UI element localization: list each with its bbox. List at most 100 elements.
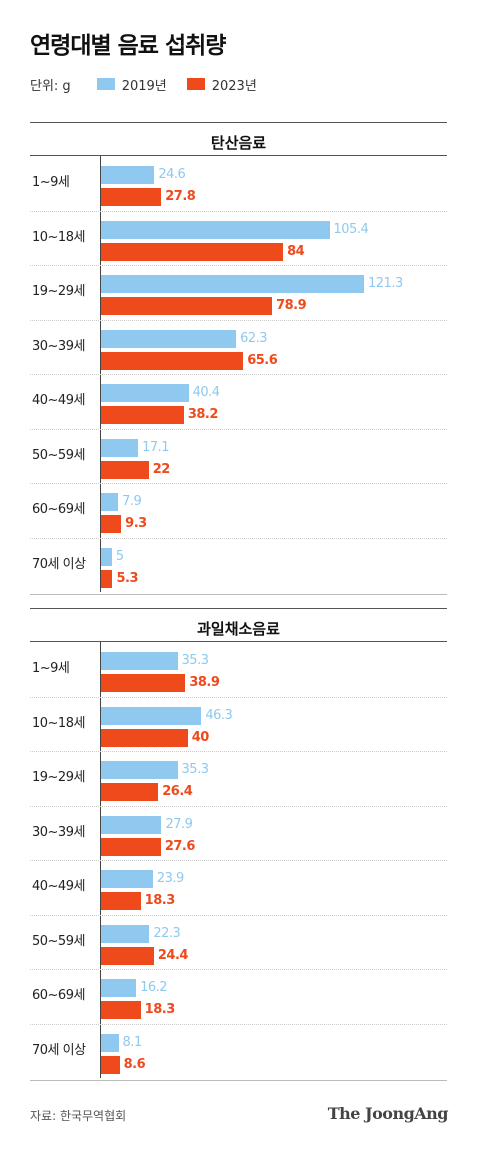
source-note: 자료: 한국무역협회 [30,1109,127,1123]
panel-2-bar-2023 [101,892,141,910]
panel-1-value-label-2023: 65.6 [247,352,278,368]
panel-2-category-label: 60~69세 [32,988,85,1003]
panel-1-value-label-2023: 78.9 [276,298,307,313]
panel-1-bar-2023 [101,351,244,370]
panel-1-bar-2023 [101,297,273,315]
panel-1-value-label-2019: 7.9 [122,494,142,509]
panel-1-value-label-2019: 17.1 [142,439,170,455]
panel-1-category-label: 19~29세 [32,284,85,299]
panel-2-bar-2023 [101,674,186,692]
panel-1-bar-2019 [101,384,189,402]
panel-2-value-label-2019: 35.3 [181,762,209,777]
panel-2-bar-2019 [101,815,162,834]
legend-label-2019: 2019년 [121,78,167,94]
panel-2-value-label-2019: 23.9 [156,871,184,886]
panel-1-value-label-2019: 121.3 [368,276,403,291]
panel-1-bar-2019 [101,493,119,511]
legend-item-2019: 2019년 [96,75,167,94]
panel-1-value-label-2019: 62.3 [240,330,268,346]
legend: 단위: g 2019년 2023년 [30,74,277,94]
panel-1-value-label-2019: 40.4 [192,385,220,400]
panel-2-bar-2019 [101,924,150,943]
panel-1-category-label: 1~9세 [32,175,70,190]
panel-1-row-separator [30,483,447,484]
panel-1-row-separator [30,319,447,321]
panel-2-row-separator [30,914,447,916]
panel-2-value-label-2019: 35.3 [181,653,209,668]
legend-swatch-2019 [96,78,115,90]
panel-2-value-label-2023: 38.9 [189,675,220,690]
panel-2-value-label-2023: 18.3 [144,893,176,908]
panel-1-value-label-2023: 5.3 [116,570,139,586]
legend-swatch-2023 [186,78,205,90]
panel-2-bar-2019 [101,870,153,888]
panel-1-category-label: 50~59세 [32,447,85,463]
panel-2-bar-2023 [101,1001,141,1019]
panel-2-row-separator [30,696,447,698]
panel-1-bar-2023 [101,460,149,479]
brand-logo: The JoongAng [327,1104,449,1123]
panel-2-bottom-rule [30,1080,447,1081]
panel-1-value-label-2023: 22 [152,461,171,477]
chart-title: 연령대별 음료 섭취량 [30,33,226,59]
panel-2-value-label-2023: 27.6 [164,838,196,854]
panel-2-value-label-2019: 22.3 [153,925,181,941]
panel-2-bar-2023 [101,837,161,856]
panel-2-category-label: 10~18세 [32,715,85,731]
legend-label-2023: 2023년 [211,78,257,94]
panel-2-category-label: 30~39세 [32,824,85,840]
panel-1-value-label-2019: 105.4 [333,221,369,237]
panel-2-category-label: 40~49세 [32,879,85,894]
panel-1-category-label: 40~49세 [32,393,85,408]
panel-2-category-label: 50~59세 [32,933,85,949]
panel-2-category-label: 70세 이상 [32,1042,86,1058]
panel-2-bar-2019 [101,706,202,725]
panel-1-value-label-2019: 24.6 [158,167,186,182]
panel-1-value-label-2023: 84 [287,243,305,259]
panel-1-bottom-rule [30,594,447,595]
panel-1-top-rule [30,122,447,123]
panel-2-bar-2023 [101,946,154,965]
panel-2-bar-2019 [101,761,178,779]
panel-1-title-rule [30,155,447,156]
panel-2-category-label: 19~29세 [32,770,85,785]
panel-1-row-separator [30,210,447,212]
unit-label: 단위: g [30,78,71,94]
panel-1-row-separator [30,428,447,430]
panel-2-bar-2019 [101,979,137,997]
panel-1-value-label-2023: 38.2 [187,407,219,422]
panel-1-row-separator [30,537,447,539]
panel-2-value-label-2019: 16.2 [140,980,168,995]
panel-1-bar-2023 [101,569,113,588]
panel-2-title-rule [30,641,447,642]
panel-2-value-label-2023: 24.4 [157,947,189,963]
panel-2-value-label-2023: 40 [191,729,210,745]
panel-1-bar-2019 [101,329,237,348]
panel-1-category-label: 10~18세 [32,229,85,245]
panel-2-row-separator [30,805,447,807]
panel-1-value-label-2023: 9.3 [125,516,147,531]
panel-2-value-label-2023: 8.6 [123,1056,146,1072]
panel-2-title: 과일채소음료 [197,620,280,638]
panel-1-bar-2023 [101,188,162,206]
panel-1-value-label-2019: 5 [115,548,124,564]
panel-2-value-label-2019: 27.9 [165,816,193,832]
panel-2-category-label: 1~9세 [32,661,70,676]
panel-2-top-rule [30,608,447,609]
panel-1-category-label: 30~39세 [32,338,85,354]
panel-2-row-separator [30,1023,447,1025]
panel-1-bar-2019 [101,166,155,184]
panel-1-title: 탄산음료 [210,134,267,152]
panel-2-value-label-2019: 46.3 [205,707,233,723]
panel-2-row-separator [30,969,447,970]
panel-1-row-separator [30,265,447,266]
panel-2-bar-2019 [101,1033,119,1052]
panel-1-value-label-2023: 27.8 [165,189,196,204]
panel-2-row-separator [30,751,447,752]
panel-1-bar-2023 [101,242,284,261]
panel-1-bar-2019 [101,438,139,457]
panel-1-bar-2023 [101,406,184,424]
panel-1-row-separator [30,374,447,375]
panel-1-bar-2019 [101,220,330,239]
legend-item-2023: 2023년 [186,75,257,94]
